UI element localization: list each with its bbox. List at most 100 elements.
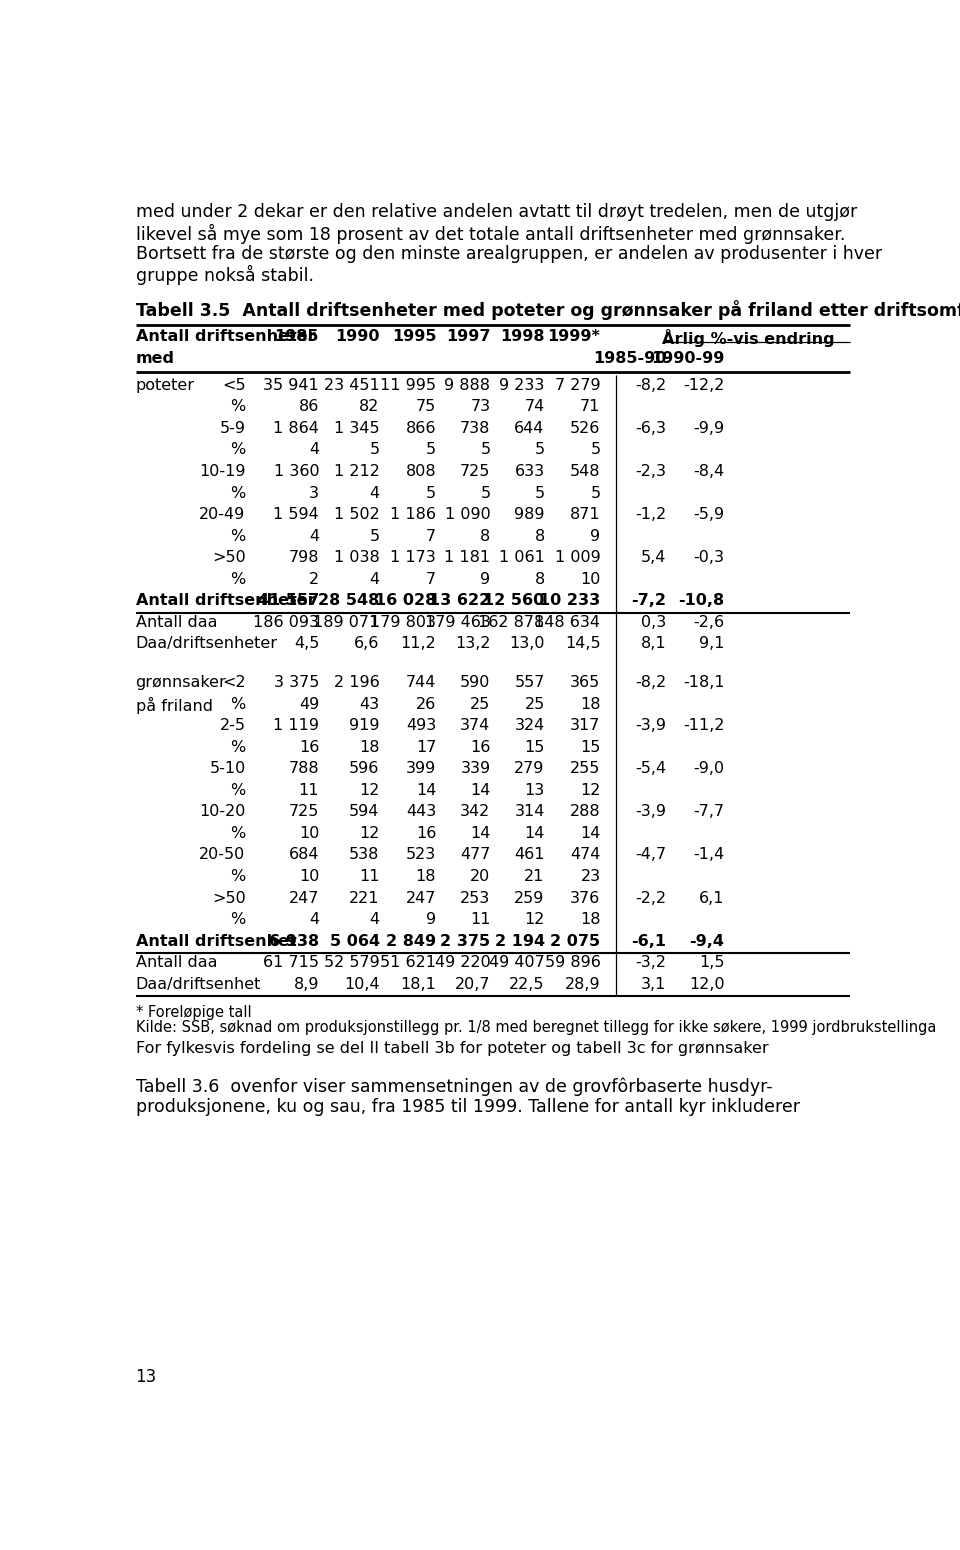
Text: 74: 74 xyxy=(524,400,544,414)
Text: 744: 744 xyxy=(406,674,436,690)
Text: 7 279: 7 279 xyxy=(555,378,601,392)
Text: For fylkesvis fordeling se del II tabell 3b for poteter og tabell 3c for grønnsa: For fylkesvis fordeling se del II tabell… xyxy=(135,1040,768,1056)
Text: 1 173: 1 173 xyxy=(391,550,436,566)
Text: 1995: 1995 xyxy=(392,329,436,344)
Text: -3,2: -3,2 xyxy=(636,955,666,970)
Text: -2,2: -2,2 xyxy=(636,891,666,905)
Text: 18: 18 xyxy=(359,739,379,755)
Text: 20-49: 20-49 xyxy=(200,507,246,522)
Text: 1999*: 1999* xyxy=(547,329,601,344)
Text: -2,6: -2,6 xyxy=(693,615,725,629)
Text: 18: 18 xyxy=(580,696,601,711)
Text: 1 502: 1 502 xyxy=(334,507,379,522)
Text: <2: <2 xyxy=(222,674,246,690)
Text: 1990: 1990 xyxy=(335,329,379,344)
Text: 8: 8 xyxy=(535,529,544,544)
Text: -11,2: -11,2 xyxy=(683,718,725,733)
Text: 10-20: 10-20 xyxy=(199,804,246,820)
Text: Årlig %-vis endring: Årlig %-vis endring xyxy=(662,329,835,347)
Text: 1 186: 1 186 xyxy=(390,507,436,522)
Text: 4: 4 xyxy=(370,911,379,927)
Text: 9: 9 xyxy=(426,911,436,927)
Text: 14: 14 xyxy=(580,826,601,840)
Text: 738: 738 xyxy=(460,422,491,436)
Text: 279: 279 xyxy=(515,761,544,777)
Text: produksjonene, ku og sau, fra 1985 til 1999. Tallene for antall kyr inkluderer: produksjonene, ku og sau, fra 1985 til 1… xyxy=(135,1097,800,1116)
Text: 22,5: 22,5 xyxy=(509,976,544,992)
Text: 18,1: 18,1 xyxy=(400,976,436,992)
Text: 5: 5 xyxy=(426,442,436,457)
Text: -10,8: -10,8 xyxy=(679,594,725,608)
Text: 5-10: 5-10 xyxy=(209,761,246,777)
Text: 14: 14 xyxy=(470,826,491,840)
Text: 23: 23 xyxy=(581,870,601,883)
Text: -1,2: -1,2 xyxy=(636,507,666,522)
Text: 5: 5 xyxy=(480,442,491,457)
Text: 2 849: 2 849 xyxy=(386,933,436,949)
Text: -9,0: -9,0 xyxy=(693,761,725,777)
Text: 5,4: 5,4 xyxy=(641,550,666,566)
Text: 5: 5 xyxy=(370,442,379,457)
Text: 4: 4 xyxy=(370,485,379,501)
Text: 14,5: 14,5 xyxy=(564,637,601,651)
Text: 13,0: 13,0 xyxy=(509,637,544,651)
Text: Antall daa: Antall daa xyxy=(135,615,217,629)
Text: 13 622: 13 622 xyxy=(429,594,491,608)
Text: 399: 399 xyxy=(406,761,436,777)
Text: 5: 5 xyxy=(590,442,601,457)
Text: 73: 73 xyxy=(470,400,491,414)
Text: * Foreløpige tall: * Foreløpige tall xyxy=(135,1006,252,1020)
Text: 186 093: 186 093 xyxy=(253,615,319,629)
Text: 523: 523 xyxy=(406,848,436,862)
Text: 1 181: 1 181 xyxy=(444,550,491,566)
Text: 919: 919 xyxy=(349,718,379,733)
Text: 0,3: 0,3 xyxy=(641,615,666,629)
Text: Daa/driftsenheter: Daa/driftsenheter xyxy=(135,637,277,651)
Text: 12: 12 xyxy=(580,783,601,798)
Text: %: % xyxy=(230,485,246,501)
Text: 9: 9 xyxy=(590,529,601,544)
Text: 4: 4 xyxy=(309,442,319,457)
Text: 725: 725 xyxy=(460,463,491,479)
Text: 20-50: 20-50 xyxy=(200,848,246,862)
Text: 6,6: 6,6 xyxy=(354,637,379,651)
Text: 43: 43 xyxy=(359,696,379,711)
Text: 376: 376 xyxy=(570,891,601,905)
Text: 365: 365 xyxy=(570,674,601,690)
Text: 8: 8 xyxy=(480,529,491,544)
Text: >50: >50 xyxy=(212,891,246,905)
Text: 71: 71 xyxy=(580,400,601,414)
Text: 1990-99: 1990-99 xyxy=(651,350,725,366)
Text: 8,1: 8,1 xyxy=(640,637,666,651)
Text: 1998: 1998 xyxy=(500,329,544,344)
Text: 5: 5 xyxy=(535,485,544,501)
Text: Antall driftsenhet: Antall driftsenhet xyxy=(135,933,297,949)
Text: 11: 11 xyxy=(470,911,491,927)
Text: %: % xyxy=(230,783,246,798)
Text: 9 233: 9 233 xyxy=(499,378,544,392)
Text: med: med xyxy=(135,350,175,366)
Text: 14: 14 xyxy=(470,783,491,798)
Text: 11,2: 11,2 xyxy=(400,637,436,651)
Text: 288: 288 xyxy=(570,804,601,820)
Text: %: % xyxy=(230,739,246,755)
Text: 26: 26 xyxy=(416,696,436,711)
Text: 684: 684 xyxy=(289,848,319,862)
Text: 221: 221 xyxy=(349,891,379,905)
Text: -18,1: -18,1 xyxy=(683,674,725,690)
Text: 179 463: 179 463 xyxy=(424,615,491,629)
Text: 259: 259 xyxy=(515,891,544,905)
Text: 594: 594 xyxy=(349,804,379,820)
Text: 61 715: 61 715 xyxy=(263,955,319,970)
Text: 20: 20 xyxy=(470,870,491,883)
Text: 75: 75 xyxy=(416,400,436,414)
Text: Daa/driftsenhet: Daa/driftsenhet xyxy=(135,976,261,992)
Text: 148 634: 148 634 xyxy=(535,615,601,629)
Text: 41 557: 41 557 xyxy=(258,594,319,608)
Text: 1985-90: 1985-90 xyxy=(593,350,666,366)
Text: 342: 342 xyxy=(460,804,491,820)
Text: 247: 247 xyxy=(289,891,319,905)
Text: 3,1: 3,1 xyxy=(641,976,666,992)
Text: 11: 11 xyxy=(359,870,379,883)
Text: -8,4: -8,4 xyxy=(693,463,725,479)
